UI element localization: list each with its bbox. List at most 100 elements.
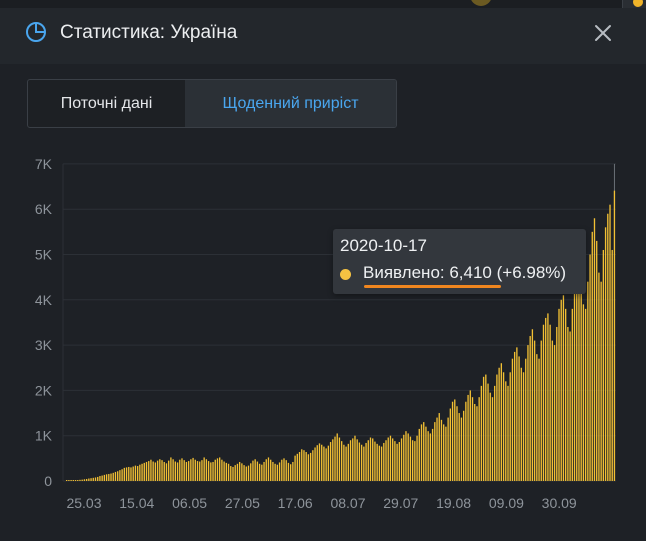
chart-bar[interactable] <box>485 374 487 481</box>
tab-daily-growth[interactable]: Щоденний приріст <box>185 80 396 127</box>
chart-bar[interactable] <box>600 281 602 481</box>
chart-bar[interactable] <box>292 461 294 481</box>
chart-bar[interactable] <box>456 406 458 481</box>
chart-bar[interactable] <box>429 433 432 481</box>
chart-bar[interactable] <box>462 410 465 481</box>
chart-bar[interactable] <box>192 457 194 481</box>
chart-bar[interactable] <box>79 479 81 481</box>
chart-bar[interactable] <box>611 249 613 481</box>
chart-bar[interactable] <box>522 372 525 481</box>
chart-bar[interactable] <box>132 466 134 482</box>
chart-bar[interactable] <box>551 340 554 481</box>
chart-bar[interactable] <box>112 472 114 481</box>
chart-bar[interactable] <box>529 336 531 481</box>
chart-bar[interactable] <box>573 286 576 481</box>
chart-bar[interactable] <box>378 445 381 481</box>
chart-bar[interactable] <box>274 463 276 481</box>
chart-bar[interactable] <box>427 431 429 481</box>
chart-bar[interactable] <box>207 461 210 481</box>
chart-bar[interactable] <box>587 281 589 481</box>
chart-bar[interactable] <box>445 426 447 481</box>
chart-bar[interactable] <box>309 452 312 481</box>
chart-bar[interactable] <box>531 329 534 481</box>
chart-bar[interactable] <box>518 356 520 481</box>
chart-bar[interactable] <box>130 467 132 481</box>
chart-bar[interactable] <box>356 439 358 481</box>
chart-bar[interactable] <box>358 442 361 482</box>
close-icon[interactable] <box>592 22 614 44</box>
chart-bar[interactable] <box>307 454 310 481</box>
chart-bar[interactable] <box>99 476 101 481</box>
chart-bar[interactable] <box>230 466 232 481</box>
chart-bar[interactable] <box>327 445 330 481</box>
chart-bar[interactable] <box>165 463 168 481</box>
chart-bar[interactable] <box>591 231 593 481</box>
chart-bar[interactable] <box>90 478 92 481</box>
chart-bar[interactable] <box>511 358 514 481</box>
chart-bar[interactable] <box>380 446 383 481</box>
chart-bar[interactable] <box>161 460 163 481</box>
chart-bar[interactable] <box>285 460 287 481</box>
chart-bar[interactable] <box>598 272 600 481</box>
chart-bar[interactable] <box>460 417 463 481</box>
chart-bar[interactable] <box>97 476 99 481</box>
chart-bar[interactable] <box>276 464 279 481</box>
chart-bar[interactable] <box>210 462 212 481</box>
chart-bar[interactable] <box>576 272 578 481</box>
chart-bar[interactable] <box>176 462 179 481</box>
chart-bar[interactable] <box>159 459 161 481</box>
chart-bar[interactable] <box>110 473 112 481</box>
chart-bar[interactable] <box>318 443 321 481</box>
chart-bar[interactable] <box>234 465 236 481</box>
chart-bar[interactable] <box>613 190 616 481</box>
chart-bar[interactable] <box>420 424 423 482</box>
chart-bar[interactable] <box>520 367 522 481</box>
chart-bar[interactable] <box>607 213 609 482</box>
chart-bar[interactable] <box>500 363 503 481</box>
chart-bar[interactable] <box>383 442 385 481</box>
chart-bar[interactable] <box>294 455 296 481</box>
chart-bar[interactable] <box>604 227 607 481</box>
chart-bar[interactable] <box>596 240 598 481</box>
chart-bar[interactable] <box>347 443 349 481</box>
chart-bar[interactable] <box>558 308 560 481</box>
chart-bar[interactable] <box>513 351 516 481</box>
chart-bar[interactable] <box>94 477 97 481</box>
chart-bar[interactable] <box>312 450 314 481</box>
chart-bar[interactable] <box>498 367 500 481</box>
chart-bar[interactable] <box>199 461 201 481</box>
chart-bar[interactable] <box>236 463 239 481</box>
chart-bar[interactable] <box>569 331 571 481</box>
chart-bar[interactable] <box>88 478 90 481</box>
chart-bar[interactable] <box>405 431 407 481</box>
chart-bar[interactable] <box>216 458 219 481</box>
chart-bar[interactable] <box>549 324 551 481</box>
chart-bar[interactable] <box>385 440 387 481</box>
chart-bar[interactable] <box>536 354 538 481</box>
chart-bar[interactable] <box>438 413 440 481</box>
chart-bar[interactable] <box>223 461 225 481</box>
chart-bar[interactable] <box>72 480 74 481</box>
chart-bar[interactable] <box>487 383 489 481</box>
chart-bar[interactable] <box>136 466 139 481</box>
chart-bar[interactable] <box>416 435 418 481</box>
chart-bar[interactable] <box>227 463 230 481</box>
chart-bar[interactable] <box>103 474 106 481</box>
chart-bar[interactable] <box>363 446 365 481</box>
chart-bar[interactable] <box>609 204 611 482</box>
chart-bar[interactable] <box>263 461 265 481</box>
chart-bar[interactable] <box>411 440 414 481</box>
chart-bar[interactable] <box>196 461 199 481</box>
chart-bar[interactable] <box>305 452 307 481</box>
chart-bar[interactable] <box>128 466 130 481</box>
chart-bar[interactable] <box>376 443 378 481</box>
chart-bar[interactable] <box>183 460 185 481</box>
chart-bar[interactable] <box>392 438 394 481</box>
chart-bar[interactable] <box>345 446 347 481</box>
chart-bar[interactable] <box>394 441 396 481</box>
chart-bar[interactable] <box>125 467 128 481</box>
chart-bar[interactable] <box>458 413 460 481</box>
chart-bar[interactable] <box>163 461 165 481</box>
chart-bar[interactable] <box>584 308 587 481</box>
chart-bar[interactable] <box>321 444 323 481</box>
